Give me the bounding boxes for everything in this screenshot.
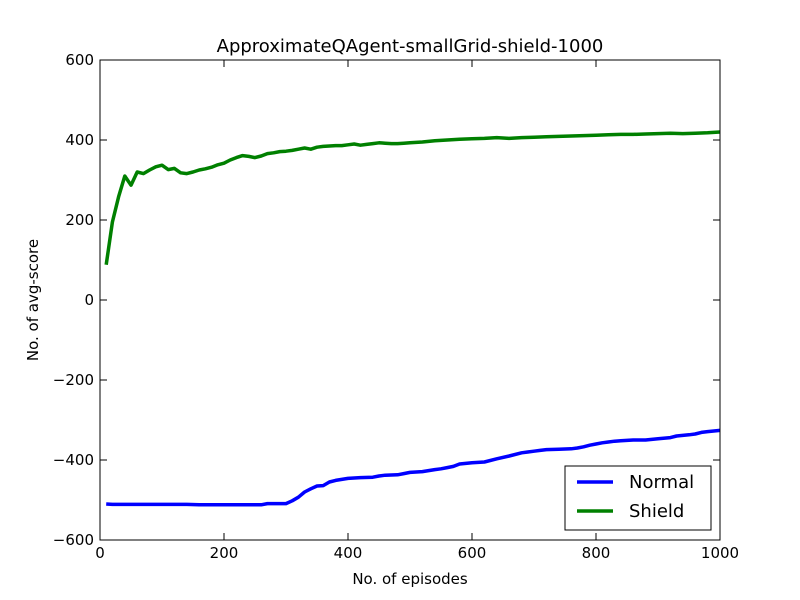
series-line-normal bbox=[106, 428, 721, 507]
x-tick-label: 600 bbox=[458, 544, 487, 562]
series-line-shield bbox=[104, 130, 721, 266]
ticks-layer: 0 200 400 600 800 1000 −600 −400 −200 0 200 400 600 bbox=[53, 51, 739, 562]
legend-label-shield: Shield bbox=[629, 501, 684, 522]
y-axis-label: No. of avg-score bbox=[24, 239, 42, 361]
x-axis-label: No. of episodes bbox=[352, 570, 468, 588]
x-tick-label: 200 bbox=[210, 544, 239, 562]
y-tick-label: −400 bbox=[53, 451, 94, 469]
y-tick-label: −600 bbox=[53, 531, 94, 549]
series-layer bbox=[104, 130, 721, 507]
chart-title: ApproximateQAgent-smallGrid-shield-1000 bbox=[217, 36, 604, 57]
x-tick-label: 0 bbox=[95, 544, 105, 562]
legend-box bbox=[564, 465, 712, 531]
legend: Normal Shield bbox=[564, 465, 712, 531]
plot-frame bbox=[99, 59, 721, 541]
legend-label-normal: Normal bbox=[629, 472, 694, 493]
y-tick-label: 400 bbox=[65, 131, 94, 149]
plot-area bbox=[100, 60, 720, 540]
y-tick-label: −200 bbox=[53, 371, 94, 389]
x-tick-label: 800 bbox=[582, 544, 611, 562]
x-tick-label: 400 bbox=[334, 544, 363, 562]
y-tick-label: 600 bbox=[65, 51, 94, 69]
x-tick-label: 1000 bbox=[701, 544, 739, 562]
y-tick-label: 200 bbox=[65, 211, 94, 229]
y-tick-label: 0 bbox=[84, 291, 94, 309]
